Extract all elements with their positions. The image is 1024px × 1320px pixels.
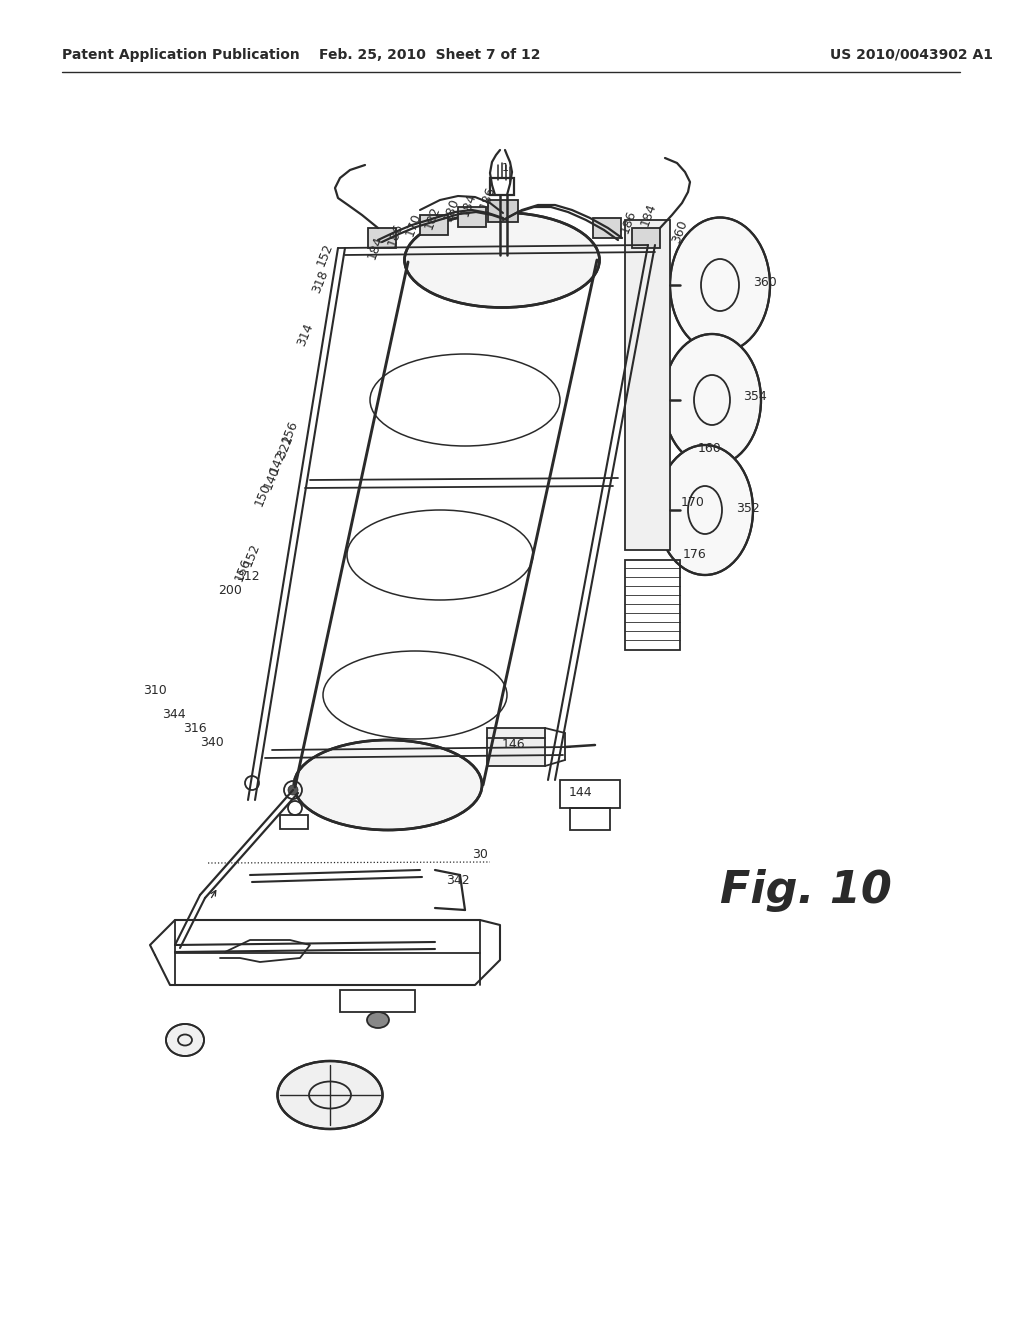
Text: 182: 182 bbox=[422, 205, 442, 231]
Bar bbox=[340, 990, 415, 1012]
Text: 310: 310 bbox=[143, 684, 167, 697]
Text: 322: 322 bbox=[274, 433, 296, 461]
Bar bbox=[368, 228, 396, 248]
Text: 316: 316 bbox=[183, 722, 207, 734]
Text: 30: 30 bbox=[472, 849, 488, 862]
Text: 150: 150 bbox=[253, 482, 273, 508]
Text: 314: 314 bbox=[295, 322, 315, 348]
Text: 170: 170 bbox=[402, 211, 423, 239]
Bar bbox=[570, 808, 610, 830]
Bar bbox=[280, 814, 308, 829]
Text: 140: 140 bbox=[261, 465, 283, 491]
Ellipse shape bbox=[657, 445, 753, 576]
Text: 156: 156 bbox=[232, 557, 254, 583]
Text: 186: 186 bbox=[385, 222, 406, 248]
Text: 1: 1 bbox=[502, 162, 509, 173]
Circle shape bbox=[288, 785, 298, 795]
Bar bbox=[560, 780, 620, 808]
Text: 318: 318 bbox=[309, 268, 331, 296]
Bar bbox=[625, 220, 670, 550]
Ellipse shape bbox=[166, 1024, 204, 1056]
Text: Fig. 10: Fig. 10 bbox=[720, 869, 892, 912]
Text: 142: 142 bbox=[267, 449, 289, 475]
Text: 156: 156 bbox=[280, 418, 300, 445]
Bar bbox=[420, 215, 449, 235]
Text: 186: 186 bbox=[617, 209, 638, 235]
Bar bbox=[625, 560, 680, 649]
Text: 344: 344 bbox=[162, 709, 185, 722]
Text: 312: 312 bbox=[237, 570, 260, 583]
Ellipse shape bbox=[663, 334, 761, 466]
Ellipse shape bbox=[670, 218, 770, 352]
Text: Patent Application Publication: Patent Application Publication bbox=[62, 48, 300, 62]
Text: 144: 144 bbox=[568, 787, 592, 800]
Text: 152: 152 bbox=[314, 242, 336, 268]
Text: 360: 360 bbox=[670, 219, 690, 246]
Text: 184: 184 bbox=[458, 191, 478, 218]
Ellipse shape bbox=[404, 213, 599, 308]
Text: 360: 360 bbox=[753, 276, 777, 289]
Text: 352: 352 bbox=[736, 502, 760, 515]
Text: 146: 146 bbox=[501, 738, 525, 751]
Text: 176: 176 bbox=[683, 549, 707, 561]
Text: 340: 340 bbox=[200, 735, 224, 748]
Text: 186: 186 bbox=[477, 185, 498, 211]
Text: 160: 160 bbox=[698, 441, 722, 454]
Text: 200: 200 bbox=[218, 583, 242, 597]
Text: Feb. 25, 2010  Sheet 7 of 12: Feb. 25, 2010 Sheet 7 of 12 bbox=[319, 48, 541, 62]
Text: US 2010/0043902 A1: US 2010/0043902 A1 bbox=[830, 48, 993, 62]
Bar bbox=[458, 207, 486, 227]
Bar bbox=[632, 228, 660, 248]
Text: 342: 342 bbox=[446, 874, 470, 887]
Text: 184: 184 bbox=[365, 235, 385, 261]
Bar bbox=[593, 218, 621, 238]
Text: 152: 152 bbox=[242, 541, 262, 569]
Ellipse shape bbox=[278, 1061, 383, 1129]
Bar bbox=[488, 201, 518, 222]
Text: 180: 180 bbox=[440, 197, 461, 223]
Text: 170: 170 bbox=[681, 495, 705, 508]
Text: 184: 184 bbox=[638, 202, 658, 228]
Text: 354: 354 bbox=[743, 391, 767, 404]
Bar bbox=[487, 729, 545, 766]
Bar bbox=[490, 178, 514, 195]
Ellipse shape bbox=[367, 1012, 389, 1028]
Ellipse shape bbox=[294, 741, 482, 830]
